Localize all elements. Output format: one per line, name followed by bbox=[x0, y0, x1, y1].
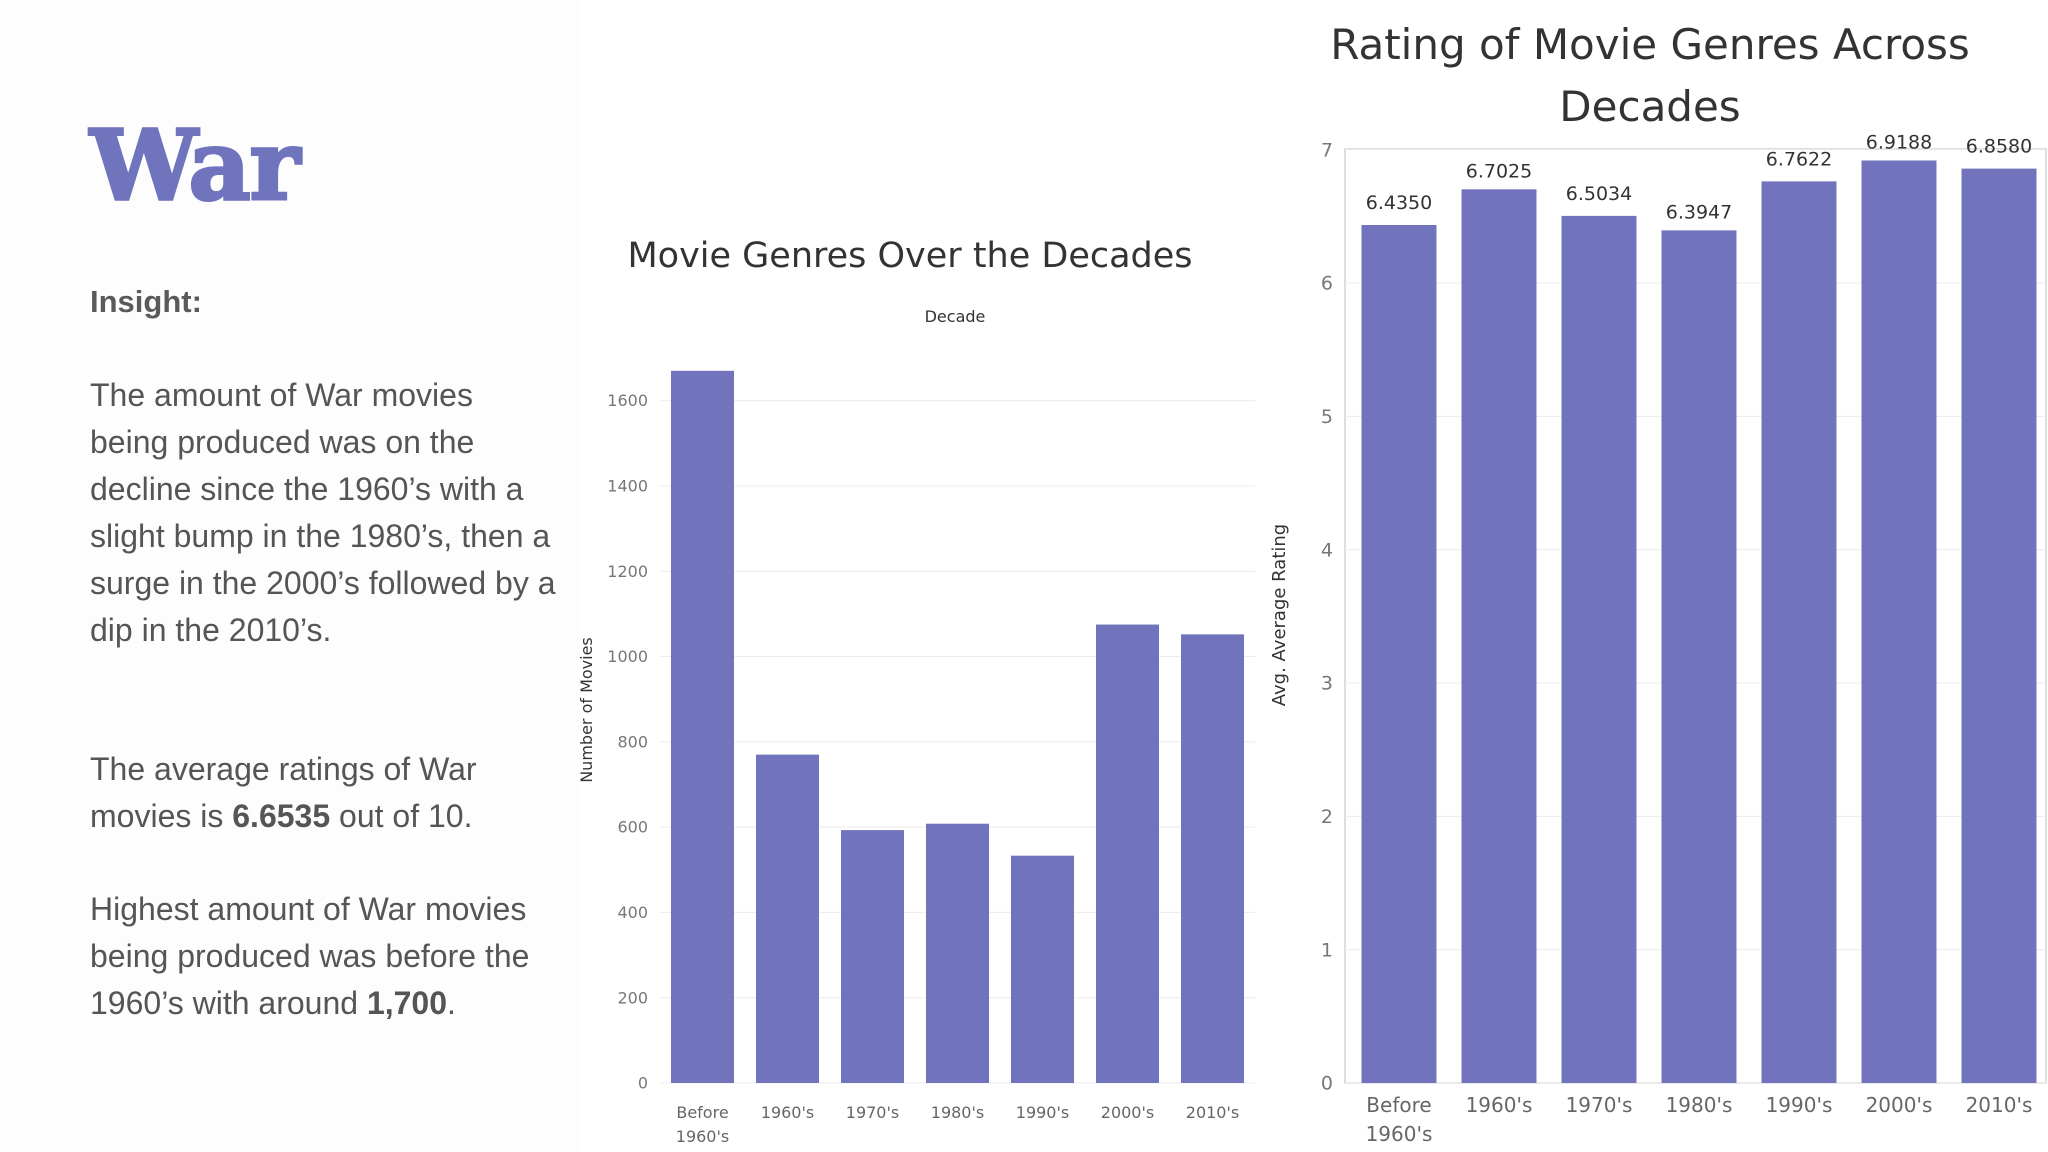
x-tick-label: 1960's bbox=[761, 1103, 814, 1122]
page-title: War bbox=[88, 109, 301, 222]
x-tick-label: 2010's bbox=[1186, 1103, 1239, 1122]
y-tick-label: 200 bbox=[617, 988, 648, 1007]
x-tick-label: 1990's bbox=[1766, 1093, 1833, 1117]
y-tick-label: 1600 bbox=[607, 391, 648, 410]
bar bbox=[1761, 181, 1837, 1083]
y-tick-label: 7 bbox=[1321, 139, 1333, 161]
bar bbox=[1661, 230, 1737, 1083]
x-tick-label: 1970's bbox=[1566, 1093, 1633, 1117]
x-tick-label: 2010's bbox=[1966, 1093, 2033, 1117]
x-tick-label: Before bbox=[676, 1103, 728, 1122]
data-label: 6.3947 bbox=[1666, 201, 1732, 223]
y-tick-label: 6 bbox=[1321, 273, 1333, 295]
bar bbox=[1181, 634, 1244, 1083]
y-tick-label: 600 bbox=[617, 818, 648, 837]
x-tick-label: 1970's bbox=[846, 1103, 899, 1122]
y-tick-label: 800 bbox=[617, 732, 648, 751]
average-rating-value: 6.6535 bbox=[232, 798, 331, 834]
bar bbox=[1561, 215, 1637, 1083]
bar bbox=[1011, 855, 1074, 1083]
bar bbox=[1461, 189, 1537, 1084]
data-label: 6.5034 bbox=[1566, 183, 1632, 205]
bar bbox=[926, 823, 989, 1083]
x-tick-label: Before bbox=[1366, 1093, 1431, 1117]
x-tick-label: 2000's bbox=[1101, 1103, 1154, 1122]
y-tick-label: 1 bbox=[1321, 939, 1333, 961]
data-label: 6.7025 bbox=[1466, 160, 1532, 182]
bar bbox=[1361, 225, 1437, 1083]
x-tick-label: 1960's bbox=[676, 1127, 729, 1146]
bar bbox=[1961, 168, 2037, 1084]
chart2-title: Rating of Movie Genres Across Decades bbox=[1330, 20, 1970, 131]
data-label: 6.7622 bbox=[1766, 148, 1832, 170]
data-label: 6.4350 bbox=[1366, 192, 1432, 214]
column-header-label: Decade bbox=[925, 307, 986, 326]
y-tick-label: 4 bbox=[1321, 539, 1333, 561]
x-tick-label: 1960's bbox=[1466, 1093, 1533, 1117]
chart1-title: Movie Genres Over the Decades bbox=[627, 236, 1193, 276]
bar bbox=[1096, 624, 1159, 1083]
data-label: 6.9188 bbox=[1866, 131, 1932, 153]
y-tick-label: 2 bbox=[1321, 806, 1333, 828]
insight-label: Insight: bbox=[90, 284, 202, 319]
data-label: 6.8580 bbox=[1966, 136, 2032, 158]
bar bbox=[1861, 160, 1937, 1083]
y-axis-label: Number of Movies bbox=[577, 637, 596, 783]
y-axis-label: Avg. Average Rating bbox=[1269, 524, 1290, 706]
bar bbox=[756, 754, 819, 1083]
insight-paragraph-peak: Highest amount of War movies being produ… bbox=[90, 886, 560, 1027]
y-tick-label: 0 bbox=[638, 1074, 648, 1093]
insight-paragraph-trend: The amount of War movies being produced … bbox=[90, 377, 556, 648]
insight-panel: War Insight: The amount of War movies be… bbox=[0, 0, 580, 1152]
y-tick-label: 1000 bbox=[607, 647, 648, 666]
y-tick-label: 1400 bbox=[607, 477, 648, 496]
x-tick-label: 1980's bbox=[1666, 1093, 1733, 1117]
bar bbox=[841, 830, 904, 1083]
x-tick-label: 1990's bbox=[1016, 1103, 1069, 1122]
y-tick-label: 400 bbox=[617, 903, 648, 922]
rating-text-prefix: The average ratings of War movies is bbox=[90, 751, 477, 834]
insight-paragraph-rating: The average ratings of War movies is 6.6… bbox=[90, 746, 560, 840]
bar bbox=[671, 370, 734, 1083]
x-tick-label: 2000's bbox=[1866, 1093, 1933, 1117]
y-tick-label: 0 bbox=[1321, 1073, 1333, 1095]
x-tick-label: 1960's bbox=[1366, 1122, 1433, 1146]
x-tick-label: 1980's bbox=[931, 1103, 984, 1122]
peak-text-prefix: Highest amount of War movies being produ… bbox=[90, 891, 530, 1021]
y-tick-label: 1200 bbox=[607, 562, 648, 581]
peak-count-value: 1,700 bbox=[366, 985, 448, 1021]
peak-text-suffix: . bbox=[447, 985, 456, 1021]
y-tick-label: 5 bbox=[1321, 406, 1333, 428]
y-tick-label: 3 bbox=[1321, 673, 1333, 695]
rating-text-suffix: out of 10. bbox=[330, 798, 473, 834]
